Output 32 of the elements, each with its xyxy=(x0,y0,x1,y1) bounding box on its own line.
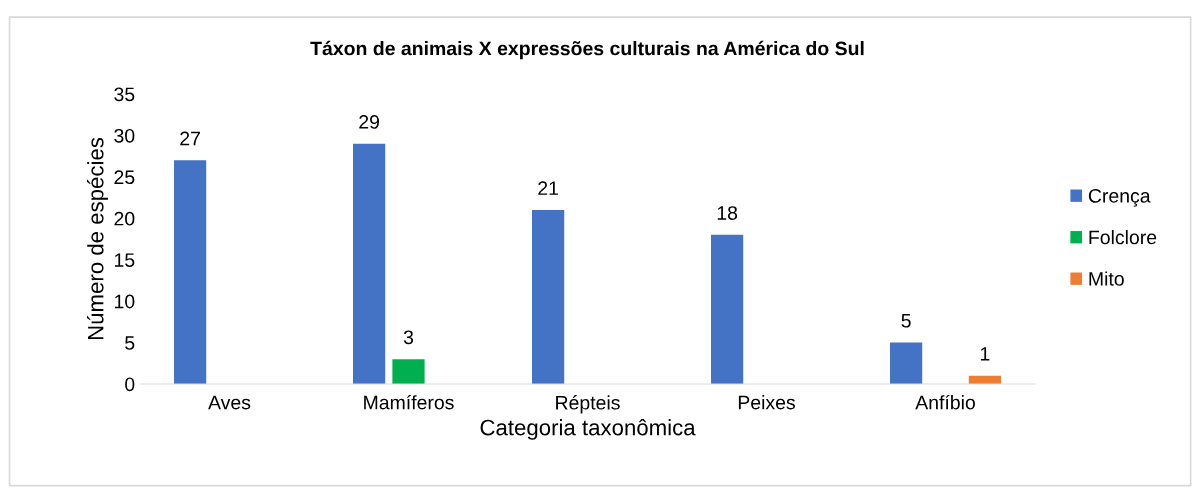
x-tick-label: Aves xyxy=(208,395,251,410)
y-tick-label: 5 xyxy=(125,336,135,350)
y-tick-label: 10 xyxy=(115,294,135,309)
bar xyxy=(890,342,923,384)
data-label: 3 xyxy=(403,330,414,345)
legend-label: Mito xyxy=(1089,271,1124,286)
data-label: 1 xyxy=(980,347,990,361)
x-tick-label: Anfíbio xyxy=(915,394,975,410)
bar xyxy=(711,234,744,384)
x-tick-label: Répteis xyxy=(556,395,620,414)
y-tick-label: 35 xyxy=(114,87,135,102)
data-label: 27 xyxy=(180,131,200,146)
chart-title: Táxon de animais X expressões culturais na América do Sul xyxy=(310,40,864,60)
x-tick-label: Peixes xyxy=(738,395,795,410)
y-tick-label: 0 xyxy=(125,377,135,392)
y-tick-label: 15 xyxy=(115,253,135,267)
y-tick-label: 25 xyxy=(114,170,135,185)
bar xyxy=(353,143,386,384)
bar xyxy=(392,359,425,384)
data-label: 18 xyxy=(717,206,738,220)
y-tick-label: 20 xyxy=(114,211,135,226)
data-label: 21 xyxy=(538,181,558,195)
legend-label: Folclore xyxy=(1089,229,1157,245)
y-axis-title: Número de espécies xyxy=(86,137,108,340)
bar xyxy=(174,160,207,384)
bar xyxy=(532,210,565,384)
x-tick-label: Mamíferos xyxy=(364,394,454,410)
x-axis-title: Categoria taxonômica xyxy=(480,419,696,440)
data-label: 29 xyxy=(359,114,380,129)
data-label: 5 xyxy=(901,314,911,328)
y-tick-label: 30 xyxy=(114,128,135,143)
legend-label: Crença xyxy=(1088,188,1151,207)
